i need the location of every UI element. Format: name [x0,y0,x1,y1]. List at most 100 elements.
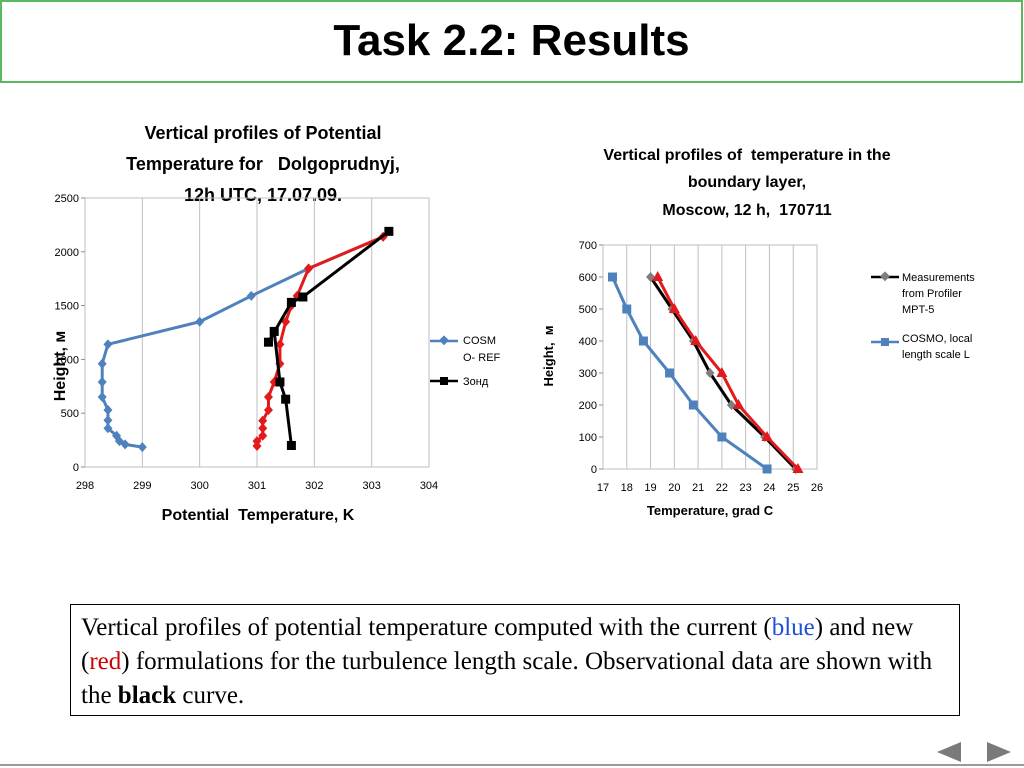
legend-label-cosmo-ref-line1: COSM [463,335,496,347]
y-tick-label: 500 [579,304,597,316]
next-slide-button[interactable] [984,740,1014,764]
data-point-series-2 [717,432,727,442]
data-point-series-0 [97,376,107,387]
data-point-series-2 [622,304,632,314]
data-point-series-1 [269,376,279,387]
data-point-series-1 [263,404,273,415]
data-point-series-1 [668,303,680,313]
triangle-right-icon [987,742,1011,762]
data-point-series-2 [665,368,675,378]
y-tick-label: 0 [73,462,79,474]
data-point-series-1 [733,399,745,409]
data-point-series-1 [761,431,773,441]
series-line-2 [266,230,390,446]
data-point-series-1 [281,316,291,327]
y-tick-label: 400 [579,336,597,348]
data-point-series-2 [298,292,308,302]
caption-text-4: curve. [176,682,245,709]
x-tick-label: 301 [248,480,266,492]
caption-text-2: ) and new ( [81,614,914,675]
y-tick-label: 2500 [55,193,79,205]
previous-slide-button[interactable] [934,740,964,764]
chart1-y-axis-label: Height, м [52,331,69,402]
data-point-series-0 [103,423,113,434]
data-point-series-2 [269,326,279,336]
caption-box: Vertical profiles of potential temperatu… [70,604,960,716]
y-tick-label: 500 [61,408,79,420]
data-point-series-0 [137,442,147,453]
chart2-y-axis-label: Height, м [541,326,556,387]
data-point-series-2 [638,336,648,346]
legend-label-cosmo-ref-line2: O- REF [463,352,501,364]
y-tick-label: 600 [579,272,597,284]
data-point-series-2 [286,297,296,307]
x-tick-label: 298 [76,480,94,492]
x-tick-label: 25 [787,482,799,494]
data-point-series-1 [690,335,702,345]
legend-label-cosmo-local-line1: COSMO, local [902,333,972,345]
chart2-title-line2: boundary layer, [688,174,806,191]
legend-marker-measurements [880,271,890,282]
data-point-series-0 [726,400,736,410]
legend-marker-cosmo-ref [439,335,449,346]
legend-label-zond: Зонд [463,376,489,388]
data-point-series-1 [252,436,262,447]
data-point-series-0 [195,316,205,327]
y-tick-label: 0 [591,464,597,476]
x-tick-label: 24 [763,482,775,494]
chart2-title-line3: Moscow, 12 h, 170711 [662,202,831,219]
caption-word-black: black [117,682,177,709]
data-point-series-2 [384,226,394,236]
chart1-x-axis-label: Potential Temperature, K [162,507,355,524]
x-tick-label: 20 [668,482,680,494]
data-point-series-2 [275,377,285,387]
data-point-series-0 [705,368,715,378]
x-tick-label: 302 [305,480,323,492]
data-point-series-0 [103,415,113,426]
data-point-series-1 [275,339,285,350]
x-tick-label: 17 [597,482,609,494]
data-point-series-0 [246,290,256,301]
x-tick-label: 300 [190,480,208,492]
chart2-x-axis-label: Temperature, grad C [647,503,774,518]
chart1-title-line3: 12h UTC, 17.07.09. [184,185,342,205]
x-tick-label: 304 [420,480,438,492]
chart2-title-line1: Vertical profiles of temperature in the [603,147,890,164]
caption-text-3: ) formulations for the turbulence length… [81,648,933,709]
legend-label-measurements-line3: MPT-5 [902,304,934,316]
caption-word-red: red [89,648,122,675]
legend-marker-cosmo-local [881,338,889,346]
y-tick-label: 1000 [55,354,79,366]
data-point-series-2 [688,400,698,410]
data-point-series-2 [263,337,273,347]
slide-title-box: Task 2.2: Results [0,0,1023,83]
x-tick-label: 299 [133,480,151,492]
y-tick-label: 1500 [55,301,79,313]
legend-label-measurements-line2: from Profiler [902,288,962,300]
data-point-series-1 [304,263,314,274]
data-point-series-0 [112,430,122,441]
data-point-series-0 [103,339,113,350]
data-point-series-1 [263,392,273,403]
data-point-series-1 [792,463,804,473]
chart-temperature-boundary-layer: Vertical profiles of temperature in the … [541,147,975,518]
caption-word-blue: blue [771,614,815,641]
slide-title: Task 2.2: Results [333,16,690,65]
x-tick-label: 21 [692,482,704,494]
chart2-legend: Measurements from Profiler MPT-5 COSMO, … [871,271,975,361]
data-point-series-1 [652,271,664,281]
data-point-series-0 [97,358,107,369]
chart-potential-temperature: Vertical profiles of Potential Temperatu… [52,123,501,524]
y-tick-label: 200 [579,400,597,412]
x-tick-label: 26 [811,482,823,494]
triangle-left-icon [937,742,961,762]
y-tick-label: 300 [579,368,597,380]
y-tick-label: 700 [579,240,597,252]
data-point-series-0 [646,272,656,282]
data-point-series-2 [286,440,296,450]
chart1-title-line1: Vertical profiles of Potential [144,123,381,143]
y-tick-label: 100 [579,432,597,444]
chart1-title-line2: Temperature for Dolgoprudnyj, [126,154,400,174]
data-point-series-0 [103,404,113,415]
data-point-series-2 [608,272,618,282]
